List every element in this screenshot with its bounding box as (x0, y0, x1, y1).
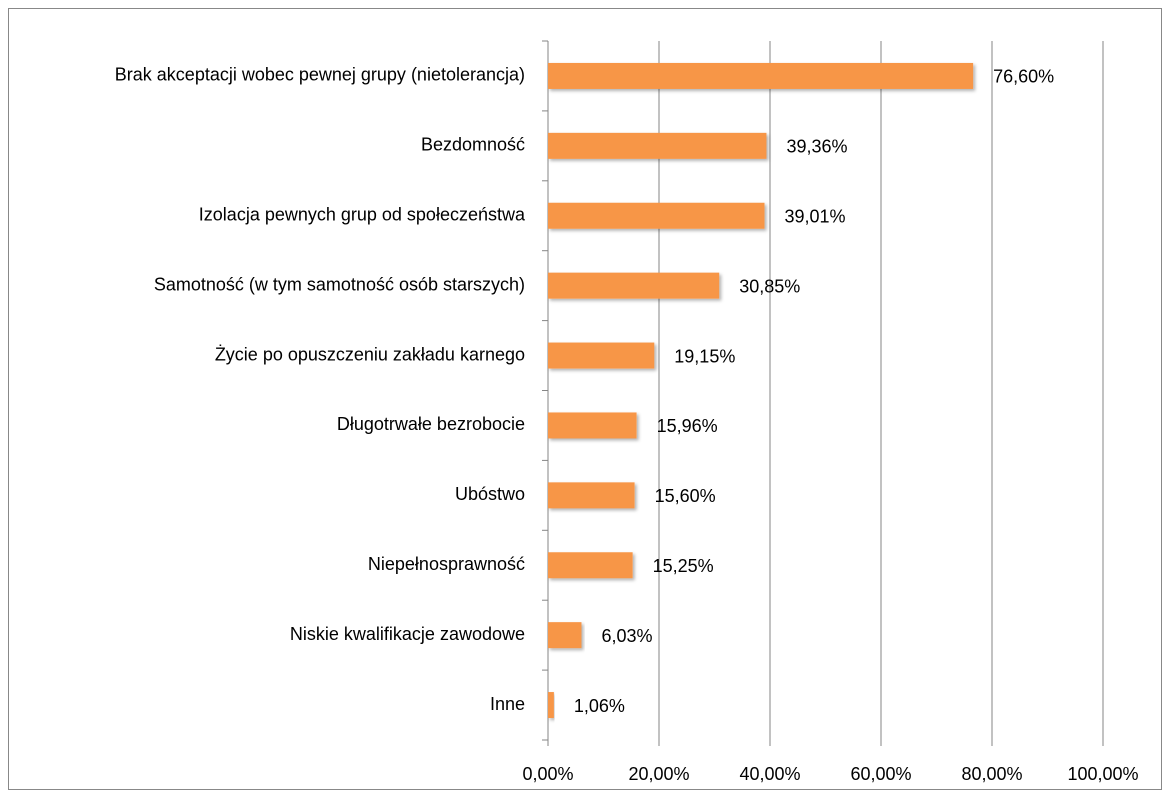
x-tick-label: 80,00% (961, 764, 1022, 784)
value-label: 76,60% (993, 67, 1054, 87)
value-label: 15,96% (657, 416, 718, 436)
y-tick-label: Bezdomność (421, 135, 525, 155)
bar (548, 202, 765, 229)
value-label: 39,36% (786, 137, 847, 157)
y-tick-label: Ubóstwo (455, 484, 525, 504)
y-tick-label: Życie po opuszczeniu zakładu karnego (215, 344, 525, 364)
value-label: 1,06% (574, 696, 625, 716)
y-tick-label: Brak akceptacji wobec pewnej grupy (niet… (115, 65, 525, 85)
y-tick-label: Samotność (w tym samotność osób starszyc… (154, 274, 525, 294)
x-tick-label: 60,00% (850, 764, 911, 784)
value-label: 30,85% (739, 276, 800, 296)
bar (548, 622, 582, 649)
value-label: 6,03% (601, 626, 652, 646)
bar (548, 342, 655, 369)
bar (548, 132, 767, 159)
value-label: 19,15% (674, 346, 735, 366)
y-tick-label: Długotrwałe bezrobocie (337, 414, 525, 434)
chart-border (8, 8, 1162, 790)
bar (548, 552, 633, 579)
value-label: 15,60% (655, 486, 716, 506)
x-tick-label: 40,00% (739, 764, 800, 784)
bar (548, 482, 635, 509)
value-label: 15,25% (653, 556, 714, 576)
x-tick-label: 20,00% (628, 764, 689, 784)
y-tick-label: Niskie kwalifikacje zawodowe (290, 624, 525, 644)
x-tick-label: 0,00% (522, 764, 573, 784)
bar (548, 692, 554, 719)
value-label: 39,01% (785, 207, 846, 227)
y-tick-label: Izolacja pewnych grup od społeczeństwa (199, 205, 526, 225)
x-tick-label: 100,00% (1067, 764, 1138, 784)
y-tick-label: Niepełnosprawność (368, 554, 525, 574)
bar (548, 62, 974, 89)
y-tick-label: Inne (490, 694, 525, 714)
bar (548, 272, 720, 299)
bar (548, 412, 637, 439)
